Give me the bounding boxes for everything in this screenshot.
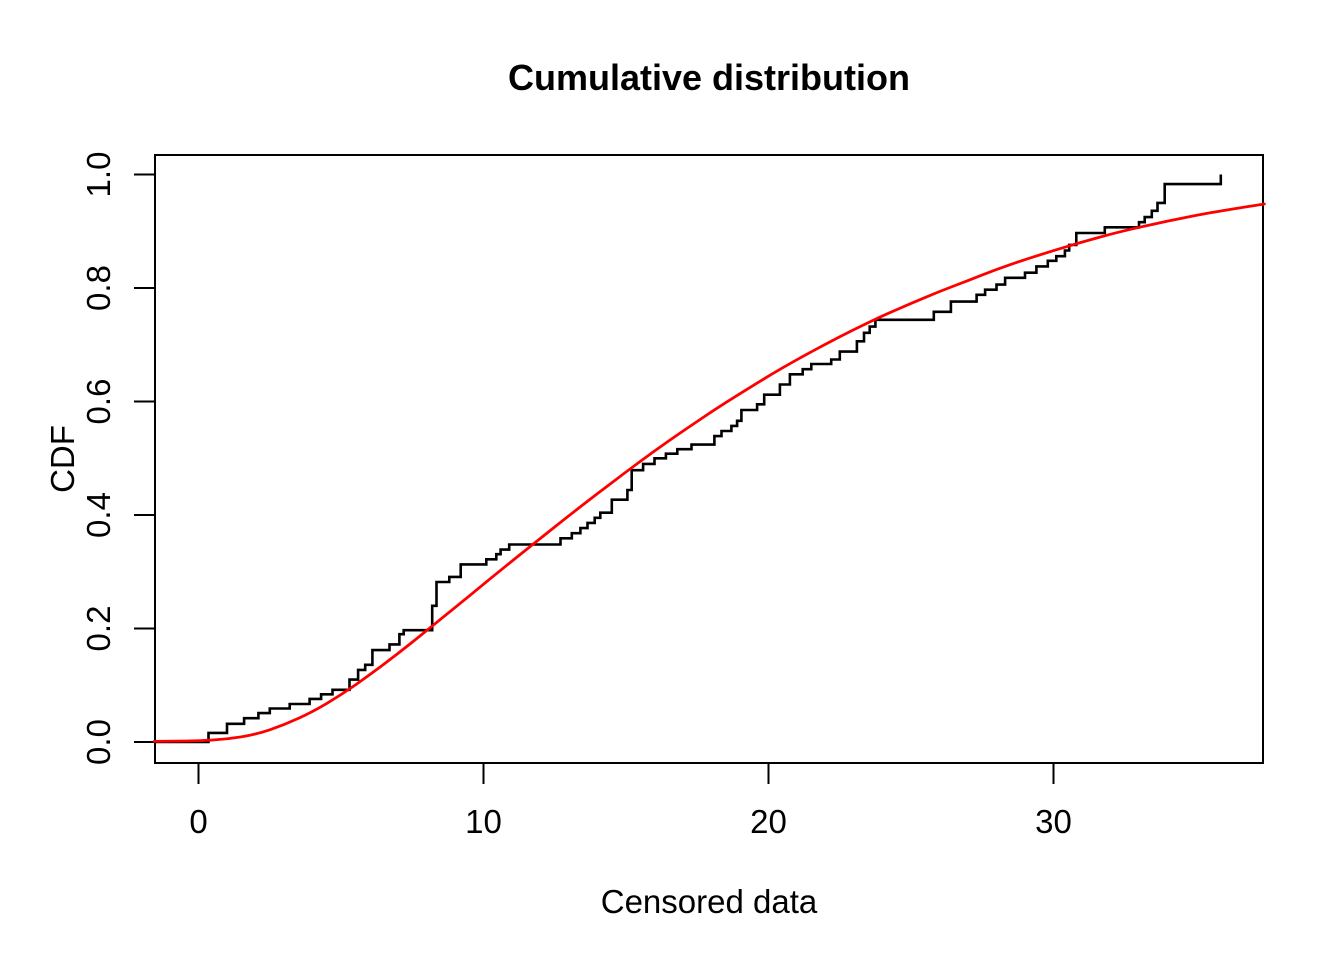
- empirical-cdf-step-line: [154, 174, 1223, 744]
- x-axis-label: Censored data: [601, 883, 818, 920]
- y-tick-label: 0.8: [80, 265, 117, 311]
- plot-area: 0 10 20 30 0.0 0.2 0.4 0.6 0.8 1.0: [80, 152, 1266, 840]
- y-tick-label: 0.0: [80, 719, 117, 765]
- x-tick-label: 10: [465, 803, 502, 840]
- y-axis-label: CDF: [44, 425, 81, 493]
- y-tick-label: 0.2: [80, 606, 117, 652]
- y-tick-label: 0.6: [80, 379, 117, 425]
- plot-frame: [154, 154, 1264, 764]
- x-tick-label: 20: [750, 803, 787, 840]
- fitted-cdf-curve-line: [152, 202, 1266, 743]
- x-tick-label: 0: [189, 803, 207, 840]
- y-tick-label: 0.4: [80, 492, 117, 538]
- y-tick-label: 1.0: [80, 152, 117, 198]
- x-tick-label: 30: [1035, 803, 1072, 840]
- chart-title: Cumulative distribution: [508, 57, 910, 98]
